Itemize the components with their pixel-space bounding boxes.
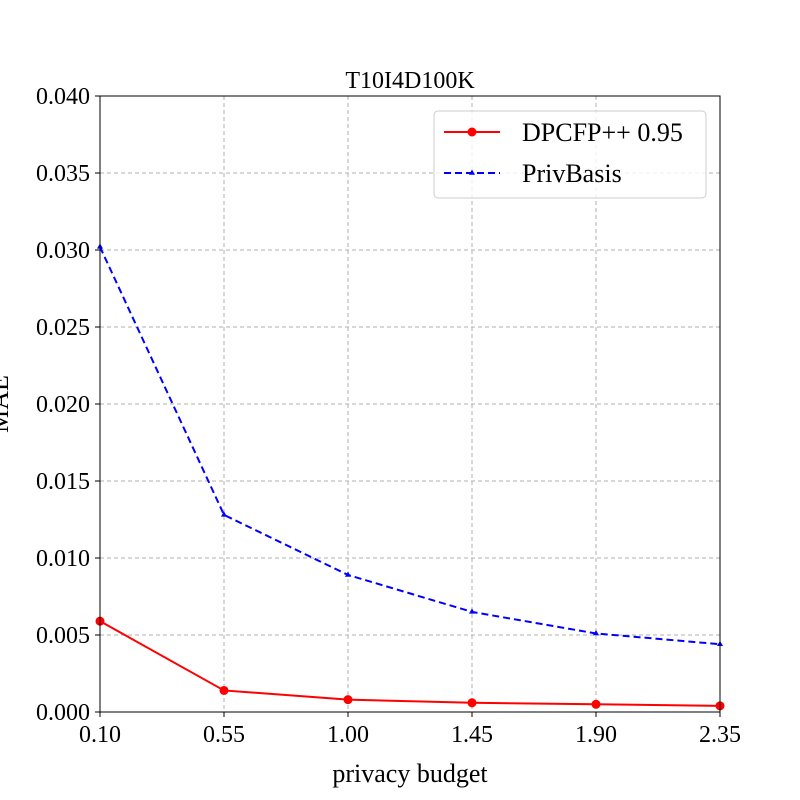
- series-line: [99, 620, 721, 707]
- series-2: [96, 243, 724, 646]
- data-point: [467, 698, 477, 708]
- legend-marker: [468, 169, 476, 175]
- x-tick-label: 1.90: [575, 722, 617, 748]
- y-tick-label: 0.010: [36, 546, 90, 572]
- y-tick-label: 0.040: [36, 84, 90, 110]
- x-tick-label: 0.10: [79, 722, 121, 748]
- legend-entry: PrivBasis: [444, 159, 622, 188]
- legend-box: [433, 110, 707, 199]
- data-point: [344, 571, 352, 577]
- y-tick-label: 0.030: [36, 238, 90, 264]
- data-point: [592, 629, 600, 636]
- y-tick-label: 0.035: [36, 161, 90, 187]
- legend-marker: [467, 127, 477, 137]
- data-point: [220, 511, 228, 517]
- y-tick-label: 0.005: [36, 623, 90, 649]
- data-point: [591, 699, 601, 709]
- y-tick-label: 0.020: [36, 392, 90, 418]
- ticks: 0.10 0.55 1.00 1.45 1.90 2.35 0.000 0.005 0.010 0…: [36, 84, 741, 748]
- data-point: [468, 608, 476, 614]
- legend-entry: DPCFP++ 0.95: [444, 118, 683, 147]
- chart-title: T10I4D100K: [345, 68, 475, 94]
- data-point: [219, 685, 229, 695]
- x-axis-label: privacy budget: [332, 759, 488, 788]
- y-axis-label: MAE: [0, 375, 14, 433]
- data-point: [343, 695, 353, 705]
- y-tick-label: 0.015: [36, 469, 90, 495]
- legend: DPCFP++ 0.95 PrivBasis: [433, 110, 707, 199]
- x-tick-label: 1.45: [451, 722, 493, 748]
- y-tick-label: 0.025: [36, 315, 90, 341]
- y-tick-label: 0.000: [36, 700, 90, 726]
- series-line: [99, 246, 721, 646]
- legend-label: DPCFP++ 0.95: [522, 118, 683, 147]
- x-tick-label: 0.55: [203, 722, 245, 748]
- x-tick-label: 1.00: [327, 722, 369, 748]
- x-tick-label: 2.35: [699, 722, 741, 748]
- legend-label: PrivBasis: [522, 159, 622, 188]
